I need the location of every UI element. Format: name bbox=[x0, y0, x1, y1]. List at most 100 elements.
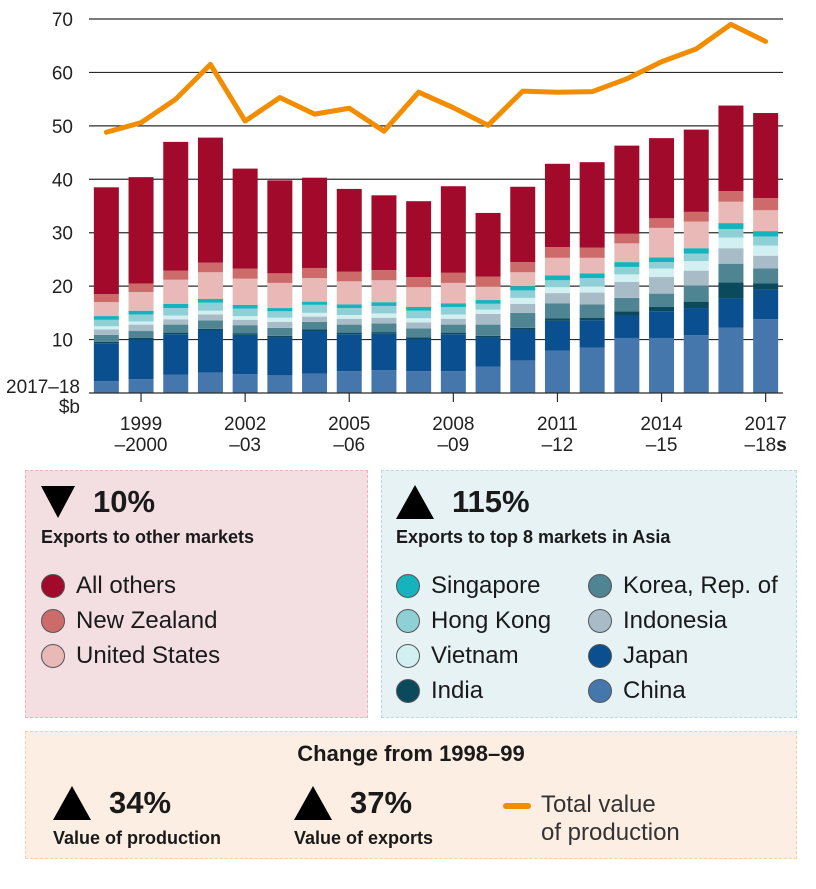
bar-india-8 bbox=[371, 332, 397, 334]
bar-vietnam-13 bbox=[544, 287, 570, 294]
bar-united-states-17 bbox=[683, 221, 709, 249]
change-panel bbox=[25, 731, 797, 859]
bar-korea-rep-of-12 bbox=[510, 312, 536, 328]
y-tick-label: 40 bbox=[52, 170, 73, 191]
bar-japan-13 bbox=[544, 320, 570, 351]
bar-all-others-11 bbox=[475, 212, 501, 277]
bar-china-5 bbox=[267, 375, 293, 393]
y-axis-label-line1: 2017–18 bbox=[6, 377, 80, 398]
bar-united-states-2 bbox=[163, 279, 189, 304]
line-legend-line1: Total value bbox=[541, 791, 656, 818]
bar-hong-kong-11 bbox=[475, 303, 501, 310]
bar-hong-kong-5 bbox=[267, 311, 293, 318]
bar-all-others-13 bbox=[544, 163, 570, 248]
indonesia-swatch-icon bbox=[588, 609, 612, 633]
bar-indonesia-15 bbox=[614, 281, 640, 298]
bar-indonesia-6 bbox=[302, 316, 328, 322]
asia-markets-change: 115% bbox=[396, 484, 530, 520]
bar-korea-rep-of-15 bbox=[614, 297, 640, 312]
legend-item-singapore: Singapore bbox=[396, 572, 540, 600]
legend-item-hong-kong: Hong Kong bbox=[396, 607, 551, 635]
bar-india-2 bbox=[163, 332, 189, 335]
bar-new-zealand-17 bbox=[683, 211, 709, 222]
bar-india-10 bbox=[440, 332, 466, 335]
bar-indonesia-5 bbox=[267, 321, 293, 328]
bar-japan-4 bbox=[232, 334, 258, 375]
asia-markets-pct: 115% bbox=[452, 484, 530, 519]
y-tick-label: 60 bbox=[52, 63, 73, 84]
legend-item-new-zealand: New Zealand bbox=[41, 607, 217, 635]
bar-korea-rep-of-0 bbox=[93, 334, 119, 342]
bar-singapore-11 bbox=[475, 300, 501, 304]
bar-india-0 bbox=[93, 341, 119, 344]
bar-india-1 bbox=[128, 337, 154, 340]
bar-all-others-8 bbox=[371, 195, 397, 271]
bar-united-states-5 bbox=[267, 282, 293, 309]
bar-india-7 bbox=[336, 332, 362, 335]
x-tick-label-year: 2011 bbox=[537, 414, 578, 435]
bar-new-zealand-1 bbox=[128, 283, 154, 293]
bar-china-3 bbox=[197, 372, 223, 393]
bar-china-9 bbox=[406, 371, 432, 393]
bar-india-9 bbox=[406, 337, 432, 340]
bar-singapore-17 bbox=[683, 248, 709, 254]
bar-japan-15 bbox=[614, 315, 640, 338]
bar-korea-rep-of-3 bbox=[197, 320, 223, 329]
bar-china-8 bbox=[371, 370, 397, 393]
bar-korea-rep-of-6 bbox=[302, 321, 328, 330]
stacked-bar-chart: 10 20 30 40 50 60 70 2017–18$b 1999–2000 2002–03 2… bbox=[6, 10, 787, 456]
bar-united-states-14 bbox=[579, 257, 605, 274]
exports-pct: 37% bbox=[350, 785, 413, 820]
bar-korea-rep-of-16 bbox=[649, 293, 675, 307]
bar-vietnam-2 bbox=[163, 315, 189, 320]
bar-vietnam-1 bbox=[128, 321, 154, 325]
x-tick-label-range: –18s bbox=[745, 435, 787, 456]
bar-indonesia-8 bbox=[371, 317, 397, 324]
bar-all-others-1 bbox=[128, 177, 154, 284]
bar-singapore-15 bbox=[614, 262, 640, 267]
bar-japan-14 bbox=[579, 320, 605, 348]
bar-indonesia-14 bbox=[579, 292, 605, 305]
legend-item-japan: Japan bbox=[588, 642, 688, 670]
bar-japan-1 bbox=[128, 339, 154, 380]
legend-item-indonesia: Indonesia bbox=[588, 607, 727, 635]
bar-korea-rep-of-11 bbox=[475, 324, 501, 336]
bar-japan-6 bbox=[302, 331, 328, 374]
down-triangle-icon bbox=[41, 486, 75, 518]
bar-hong-kong-2 bbox=[163, 308, 189, 316]
other-markets-change: 10% bbox=[41, 484, 155, 520]
bar-vietnam-5 bbox=[267, 317, 293, 322]
bar-china-15 bbox=[614, 337, 640, 393]
korea-swatch-icon bbox=[588, 574, 612, 598]
bar-all-others-17 bbox=[683, 129, 709, 212]
bar-all-others-3 bbox=[197, 137, 223, 263]
bar-all-others-12 bbox=[510, 186, 536, 263]
bar-united-states-6 bbox=[302, 278, 328, 302]
vietnam-swatch-icon bbox=[396, 644, 420, 668]
bar-korea-rep-of-13 bbox=[544, 303, 570, 319]
bar-korea-rep-of-14 bbox=[579, 304, 605, 318]
bar-vietnam-6 bbox=[302, 312, 328, 317]
legend-item-china: China bbox=[588, 677, 686, 705]
bar-hong-kong-10 bbox=[440, 306, 466, 315]
bar-new-zealand-19 bbox=[753, 197, 779, 211]
bar-china-11 bbox=[475, 366, 501, 393]
bar-china-6 bbox=[302, 373, 328, 393]
bar-india-14 bbox=[579, 317, 605, 321]
bar-new-zealand-9 bbox=[406, 277, 432, 288]
bar-vietnam-12 bbox=[510, 297, 536, 304]
exports-change: 37% bbox=[294, 785, 412, 821]
bar-hong-kong-18 bbox=[718, 228, 744, 238]
bar-china-0 bbox=[93, 381, 119, 393]
bar-india-3 bbox=[197, 328, 223, 331]
bar-new-zealand-0 bbox=[93, 294, 119, 303]
bar-india-16 bbox=[649, 306, 675, 312]
bar-new-zealand-2 bbox=[163, 270, 189, 280]
bar-vietnam-7 bbox=[336, 314, 362, 319]
bar-japan-10 bbox=[440, 334, 466, 372]
bar-japan-17 bbox=[683, 308, 709, 336]
bar-japan-11 bbox=[475, 337, 501, 367]
bar-indonesia-4 bbox=[232, 319, 258, 326]
bar-singapore-1 bbox=[128, 310, 154, 315]
bar-united-states-9 bbox=[406, 287, 432, 307]
